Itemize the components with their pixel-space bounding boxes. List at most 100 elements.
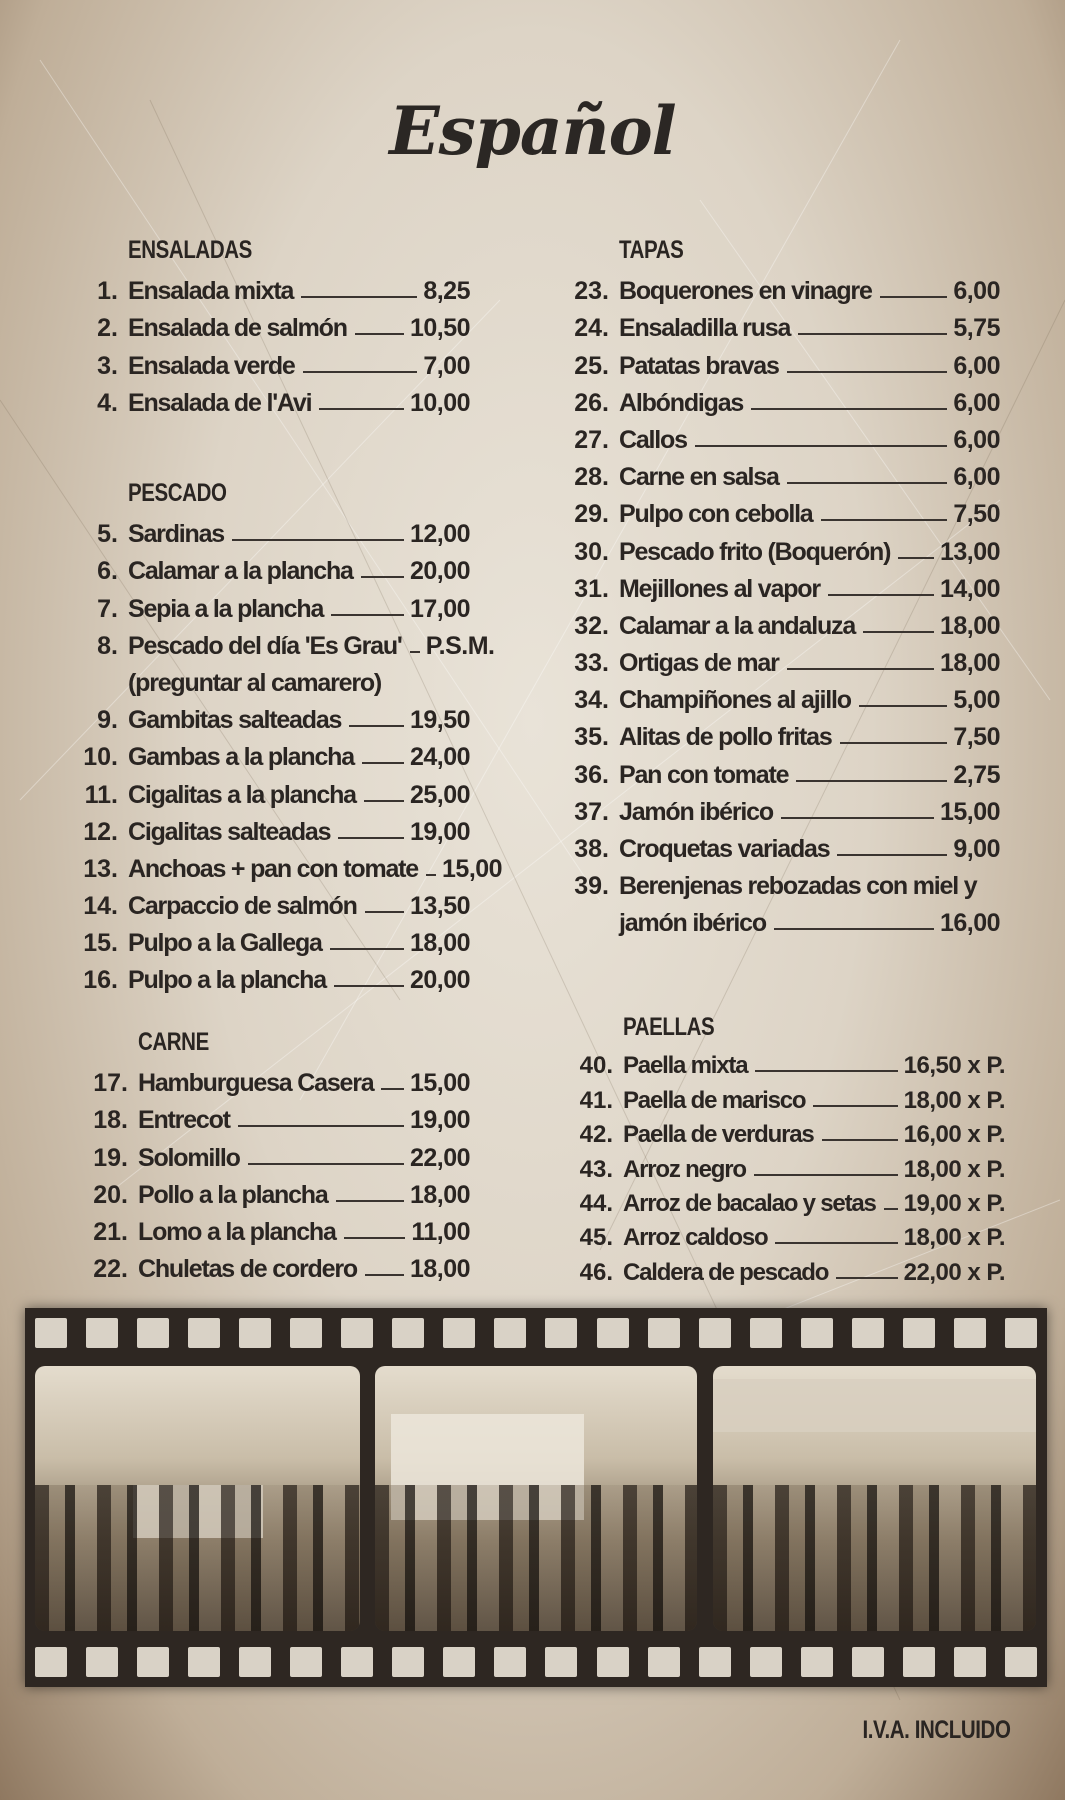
item-name: Pulpo a la Gallega <box>128 929 323 958</box>
item-number: 1. <box>97 277 118 306</box>
menu-item: 38. Croquetas variadas 9,00 <box>555 827 1000 864</box>
menu-item: 25. Patatas bravas 6,00 <box>555 343 1000 380</box>
item-price: 19,00 x P. <box>903 1189 1006 1217</box>
item-name: Arroz de bacalao y setas <box>623 1189 877 1217</box>
item-name: Carpaccio de salmón <box>128 892 358 921</box>
item-number: 2. <box>97 314 118 343</box>
item-number: 43. <box>579 1155 613 1183</box>
item-number: 18. <box>93 1106 128 1135</box>
menu-item: 22. Chuletas de cordero 18,00 <box>60 1247 470 1284</box>
menu-item: 15. Pulpo a la Gallega 18,00 <box>60 921 470 958</box>
menu-item: 3. Ensalada verde 7,00 <box>60 343 470 380</box>
item-name: Lomo a la plancha <box>138 1217 337 1246</box>
item-number: 20. <box>93 1180 128 1209</box>
item-name: Chuletas de cordero <box>138 1255 358 1284</box>
menu-item: 31. Mejillones al vapor 14,00 <box>555 567 1000 604</box>
item-number: 21. <box>93 1217 128 1246</box>
section-heading-paellas: PAELLAS <box>623 1013 715 1041</box>
item-name: Cigalitas salteadas <box>128 817 332 846</box>
menu-item: 41. Paella de marisco 18,00 x P. <box>555 1080 1006 1114</box>
item-number: 10. <box>83 743 118 772</box>
item-name: Calamar a la andaluza <box>619 611 856 640</box>
item-number: 46. <box>579 1258 613 1286</box>
item-number: 30. <box>574 537 609 566</box>
leader-line <box>694 444 948 447</box>
item-number: 6. <box>97 557 118 586</box>
item-number: 4. <box>97 388 118 417</box>
leader-line <box>751 407 948 410</box>
menu-item: 18. Entrecot 19,00 <box>60 1098 470 1135</box>
item-price: 6,00 <box>953 463 1000 492</box>
item-name: Pescado frito (Boquerón) <box>619 537 891 566</box>
item-name: Paella mixta <box>623 1052 749 1080</box>
item-name: Pan con tomate <box>619 760 790 789</box>
item-price: 2,75 <box>953 760 1000 789</box>
item-name: (preguntar al camarero) <box>128 668 382 697</box>
item-name: Sepia a la plancha <box>128 594 324 623</box>
item-name: Ensalada mixta <box>128 277 294 306</box>
item-number: 7. <box>97 594 118 623</box>
tax-included-note: I.V.A. INCLUIDO <box>861 1716 1010 1744</box>
item-number: 25. <box>574 351 609 380</box>
menu-item: 45. Arroz caldoso 18,00 x P. <box>555 1218 1006 1252</box>
item-price: 18,00 <box>409 1180 471 1209</box>
item-number: 14. <box>83 892 118 921</box>
leader-line <box>839 742 948 745</box>
item-name: Champiñones al ajillo <box>619 686 852 715</box>
menu-item: 7. Sepia a la plancha 17,00 <box>60 586 470 623</box>
leader-line <box>354 333 404 336</box>
section-heading-carne: CARNE <box>138 1028 209 1056</box>
leader-line <box>364 1274 404 1277</box>
menu-item: 29. Pulpo con cebolla 7,50 <box>555 492 1000 529</box>
item-number: 8. <box>97 631 118 660</box>
menu-item: 13. Anchoas + pan con tomate 15,00 <box>60 847 502 884</box>
page-title: Español <box>389 92 676 170</box>
item-number: 11. <box>84 780 118 809</box>
item-price: 10,00 <box>409 388 471 417</box>
leader-line <box>237 1125 404 1128</box>
item-number: 37. <box>574 797 609 826</box>
item-price: 22,00 x P. <box>903 1258 1006 1286</box>
item-name: Paella de marisco <box>623 1086 807 1114</box>
menu-item: 40. Paella mixta 16,50 x P. <box>555 1046 1006 1080</box>
item-price: 19,00 <box>409 817 471 846</box>
item-price: 16,50 x P. <box>903 1052 1006 1080</box>
item-name: Gambitas salteadas <box>128 706 342 735</box>
section-ensaladas: ENSALADAS 1. Ensalada mixta 8,25 2. Ensalada … <box>60 232 470 418</box>
leader-line <box>361 762 404 765</box>
item-number: 44. <box>579 1189 613 1217</box>
item-name: Arroz caldoso <box>623 1224 769 1252</box>
leader-line <box>798 333 948 336</box>
menu-item: 26. Albóndigas 6,00 <box>555 381 1000 418</box>
item-name: Cigalitas a la plancha <box>128 780 357 809</box>
item-name: Ortigas de mar <box>619 649 780 678</box>
leader-line <box>821 1139 898 1142</box>
item-name: Solomillo <box>138 1143 241 1172</box>
menu-item: 20. Pollo a la plancha 18,00 <box>60 1173 470 1210</box>
item-price: 15,00 <box>442 854 503 883</box>
item-name: Croquetas variadas <box>619 835 831 863</box>
item-price: 17,00 <box>409 594 471 623</box>
item-price: 22,00 <box>409 1143 471 1172</box>
leader-line <box>409 650 420 653</box>
leader-line <box>364 911 404 914</box>
item-price: 12,00 <box>409 520 471 549</box>
item-name: Entrecot <box>138 1106 231 1135</box>
item-number: 5. <box>97 520 118 549</box>
menu-item: 5. Sardinas 12,00 <box>60 512 470 549</box>
item-price: 13,00 <box>939 537 1001 566</box>
leader-line <box>813 1104 898 1107</box>
menu-item: 44. Arroz de bacalao y setas 19,00 x P. <box>555 1184 1006 1218</box>
menu-item: 35. Alitas de pollo fritas 7,50 <box>555 715 1000 752</box>
leader-line <box>863 630 934 633</box>
menu-item: jamón ibérico 16,00 <box>555 901 1001 938</box>
section-pescado: PESCADO 5. Sardinas 12,00 6. Calamar a la pla… <box>60 475 502 995</box>
item-name: Jamón ibérico <box>619 797 774 826</box>
menu-item: 12. Cigalitas salteadas 19,00 <box>60 810 470 847</box>
menu-item: 10. Gambas a la plancha 24,00 <box>60 735 470 772</box>
menu-item: 30. Pescado frito (Boquerón) 13,00 <box>555 529 1000 566</box>
item-price: 7,50 <box>953 500 1000 529</box>
item-number: 13. <box>83 854 118 883</box>
photo-cafe-terrace <box>713 1366 1036 1631</box>
leader-line <box>827 593 934 596</box>
